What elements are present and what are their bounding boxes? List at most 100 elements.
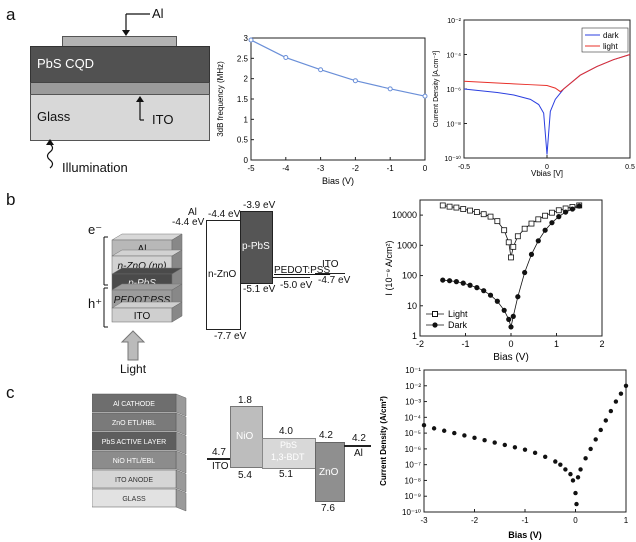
stack-layer-side	[175, 412, 187, 436]
x-tick-label: -0.5	[458, 164, 470, 171]
y-tick-label: 10⁻⁸	[447, 122, 461, 129]
dark-point	[510, 313, 516, 319]
light-point	[542, 212, 549, 219]
y-tick-label: 10	[407, 301, 417, 311]
stack-layer-side	[175, 469, 187, 493]
y-axis-label: Current Density (A/cm²)	[379, 396, 388, 486]
ito-band-label: ITO	[322, 259, 339, 270]
jv-c-point	[573, 490, 578, 496]
stack-layer-label: Al CATHODE	[113, 401, 155, 408]
electron-label: e⁻	[88, 222, 103, 237]
y-tick-label: 1000	[397, 240, 417, 250]
jv-c-point	[482, 438, 487, 443]
jv-c-point	[623, 383, 629, 388]
y-tick-label: 10⁻¹	[405, 366, 421, 375]
stack-layer	[92, 450, 177, 470]
al-band-label: Al	[188, 207, 197, 218]
stack-layer-label: ZnO ETL/HBL	[112, 420, 156, 427]
frequency-series-line	[250, 39, 426, 97]
dark-point	[501, 307, 507, 313]
nio-band-label: NiO	[236, 431, 254, 442]
jv-series-light	[463, 54, 631, 93]
jv-c-point	[532, 450, 538, 456]
pbs-layer-label: PbS CQD	[37, 56, 95, 71]
x-axis-label: Bias (V)	[508, 530, 542, 540]
stack-b-label: PEDOT:PSS	[114, 295, 171, 306]
stack-layer	[92, 469, 177, 489]
dark-point	[460, 280, 466, 286]
x-tick-label: 0	[423, 164, 428, 173]
light-point	[446, 203, 453, 210]
dark-point	[467, 282, 473, 288]
y-axis-label: I (10⁻⁹ A/cm²)	[384, 240, 394, 295]
frequency-point	[387, 86, 393, 92]
al-c-band-label: Al	[354, 448, 363, 459]
pedot-band-line	[272, 277, 310, 278]
light-point	[555, 207, 562, 214]
jv-c-point	[574, 501, 579, 507]
chart-iv-light-dark: -2 -1 0 1 2 1 10 100 1000 10000 Bias (V) I (10⁻⁹ A/…	[384, 199, 605, 363]
jv-c-point	[522, 447, 528, 452]
y-tick-label: 10⁻⁵	[405, 429, 421, 438]
jv-c-point	[608, 408, 614, 414]
pbs-band-top: -3.9 eV	[243, 200, 276, 211]
stack-layer	[92, 431, 177, 451]
x-tick-label: -5	[247, 164, 255, 173]
pbs-band-label: p-PbS	[242, 241, 270, 252]
chart-3db-frequency: -5 -4 -3 -2 -1 0 0 0.5 1 1.5 2 2.5 3 Bias (V) 3dB freq…	[216, 34, 428, 186]
light-point	[439, 202, 446, 209]
stack-b-label: p-PbS	[127, 278, 156, 289]
light-point	[467, 207, 473, 214]
y-tick-label: 10⁻⁹	[404, 492, 421, 501]
x-tick-label: -1	[521, 516, 529, 525]
y-tick-label: 2.5	[237, 54, 249, 63]
ito-electrode-label: ITO	[152, 112, 174, 127]
ito-band-line	[315, 273, 345, 274]
glass-layer: Glass	[30, 94, 210, 141]
stack-layer-label: GLASS	[122, 496, 146, 503]
dark-point	[508, 324, 514, 330]
dark-point	[515, 294, 521, 300]
dark-point	[506, 316, 512, 322]
jv-c-point	[431, 426, 437, 431]
device-c-stack: Al CATHODE ZnO ETL/HBL PbS ACTIVE LAYER NiO…	[92, 393, 187, 512]
y-tick-label: 2	[244, 75, 249, 84]
jv-c-point	[575, 475, 581, 480]
frequency-point	[318, 67, 324, 73]
x-tick-label: -1	[461, 339, 469, 349]
jv-c-point	[563, 467, 568, 472]
x-tick-label: 0	[545, 164, 549, 171]
stack-b-label: ITO	[134, 311, 151, 322]
device-b-stack: Al n-ZnO (np) p-PbS PEDOT:PSS ITO e⁻ h⁺ Ligh…	[20, 200, 210, 376]
x-tick-label: 0.5	[625, 164, 635, 171]
x-tick-label: -2	[352, 164, 360, 173]
y-tick-label: 10000	[392, 210, 417, 220]
y-tick-label: 100	[402, 271, 417, 281]
legend-label-Dark: Dark	[448, 320, 468, 330]
panel-letter-a: a	[6, 5, 16, 24]
light-point	[473, 209, 480, 215]
light-label: Light	[120, 362, 147, 376]
legend-label-Light: Light	[448, 309, 468, 319]
legend-marker-Light	[432, 311, 438, 317]
jv-c-point	[568, 471, 573, 477]
zno-c-band-top: 4.2	[319, 430, 333, 441]
x-tick-label: -1	[387, 164, 395, 173]
al-c-band-level: 4.2	[352, 433, 366, 444]
x-axis-label: Vbias [V]	[531, 169, 563, 178]
ito-band-level: -4.7 eV	[318, 275, 351, 286]
chart-current-density-c: -3 -2 -1 0 1 10⁻¹ 10⁻² 10⁻³ 10⁻⁴ 10⁻⁵ 10⁻⁶ 10⁻⁷ 10⁻⁸…	[379, 366, 629, 540]
light-point	[453, 204, 460, 211]
jv-c-point	[502, 442, 507, 448]
dark-point	[487, 292, 494, 298]
jv-c-point	[578, 467, 583, 472]
stack-layer-side	[175, 431, 187, 455]
x-tick-label: -4	[282, 164, 290, 173]
light-point	[521, 225, 528, 232]
chart-current-density-a: -0.5 0 0.5 10⁻² 10⁻⁴ 10⁻⁶ 10⁻⁸ 10⁻¹⁰ Vbias [V] Cu…	[433, 18, 635, 178]
light-point	[508, 254, 514, 261]
jv-c-point	[452, 430, 457, 436]
zno-c-band-bottom: 7.6	[321, 503, 335, 514]
stack-layer-side	[175, 488, 187, 512]
zno-c-band-label: ZnO	[319, 467, 339, 478]
